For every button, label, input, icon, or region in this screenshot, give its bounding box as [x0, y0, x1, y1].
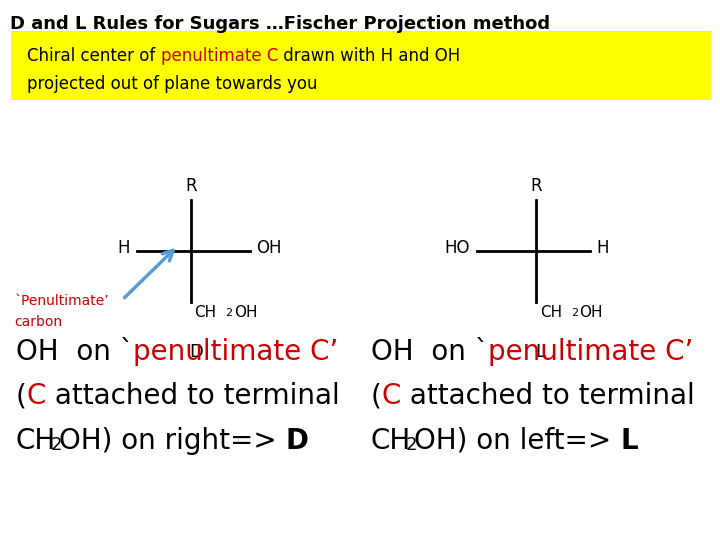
Text: CH: CH	[540, 305, 562, 320]
Text: OH: OH	[234, 305, 258, 320]
Text: L: L	[535, 343, 545, 361]
Text: OH: OH	[580, 305, 603, 320]
Text: projected out of plane towards you: projected out of plane towards you	[27, 75, 318, 92]
Text: penultimate C’: penultimate C’	[488, 338, 694, 366]
Text: CH: CH	[371, 427, 411, 455]
Text: penultimate C’: penultimate C’	[133, 338, 339, 366]
Text: attached to terminal: attached to terminal	[401, 382, 695, 410]
FancyBboxPatch shape	[11, 31, 711, 100]
Text: CH: CH	[194, 305, 217, 320]
Text: Chiral center of: Chiral center of	[27, 47, 161, 65]
Text: 2: 2	[405, 436, 417, 454]
Text: OH  on `: OH on `	[371, 338, 488, 366]
Text: D: D	[189, 343, 204, 361]
Text: D: D	[286, 427, 309, 455]
Text: attached to terminal: attached to terminal	[46, 382, 340, 410]
Text: OH) on left=>: OH) on left=>	[414, 427, 620, 455]
Text: OH) on right=>: OH) on right=>	[59, 427, 286, 455]
Text: carbon: carbon	[14, 315, 63, 329]
Text: D and L Rules for Sugars …Fischer Projection method: D and L Rules for Sugars …Fischer Projec…	[10, 15, 550, 33]
Text: C: C	[382, 382, 401, 410]
Text: OH  on `: OH on `	[16, 338, 133, 366]
Text: R: R	[185, 178, 197, 195]
Text: 2: 2	[571, 308, 578, 318]
Text: drawn with H and OH: drawn with H and OH	[278, 47, 461, 65]
Text: CH: CH	[16, 427, 56, 455]
Text: C: C	[27, 382, 46, 410]
Text: 2: 2	[225, 308, 233, 318]
Text: OH: OH	[256, 239, 282, 258]
Text: H: H	[117, 239, 130, 258]
Text: H: H	[596, 239, 608, 258]
Text: (: (	[16, 382, 27, 410]
Text: HO: HO	[444, 239, 469, 258]
Text: (: (	[371, 382, 382, 410]
Text: penultimate C: penultimate C	[161, 47, 278, 65]
Text: `Penultimate’: `Penultimate’	[14, 294, 109, 308]
Text: L: L	[620, 427, 638, 455]
Text: R: R	[531, 178, 542, 195]
Text: 2: 2	[50, 436, 62, 454]
